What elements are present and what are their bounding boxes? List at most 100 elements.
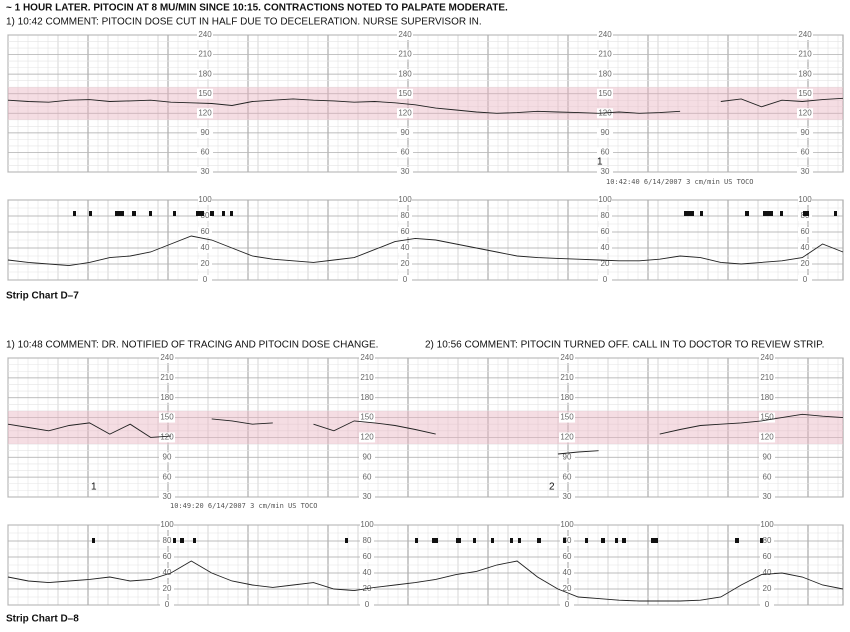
tick-label-bg: [160, 552, 174, 562]
y-tick-label: 0: [403, 275, 408, 284]
y-tick-label: 210: [198, 50, 212, 59]
tick-label-bg: [397, 69, 413, 80]
tick-label-bg: [360, 520, 374, 530]
event-mark: [196, 211, 204, 216]
y-tick-label: 240: [798, 30, 812, 39]
y-tick-label: 80: [201, 211, 210, 220]
tick-label-bg: [559, 452, 575, 463]
event-mark: [473, 538, 476, 543]
y-tick-label: 80: [363, 536, 372, 545]
y-tick-label: 100: [798, 195, 812, 204]
toco-trace: [7, 560, 844, 602]
y-tick-label: 90: [163, 452, 172, 461]
y-tick-label: 60: [763, 472, 772, 481]
event-mark: [92, 538, 95, 543]
y-tick-label: 20: [763, 584, 772, 593]
event-mark: [537, 538, 541, 543]
tick-label-bg: [359, 353, 375, 363]
tick-label-bg: [160, 536, 174, 546]
tick-label-bg: [560, 536, 574, 546]
y-tick-label: 90: [563, 452, 572, 461]
comment: 2) 10:56 COMMENT: PITOCIN TURNED OFF. CA…: [425, 340, 824, 351]
y-tick-label: 60: [401, 227, 410, 236]
tick-label-bg: [159, 492, 175, 502]
y-tick-label: 150: [760, 413, 774, 422]
y-tick-label: 60: [163, 472, 172, 481]
y-tick-label: 0: [765, 600, 770, 609]
y-tick-label: 30: [201, 167, 210, 176]
y-tick-label: 60: [801, 227, 810, 236]
tick-label-bg: [598, 211, 612, 221]
fhr-trace: [7, 413, 844, 455]
event-mark: [432, 538, 438, 543]
tick-label-bg: [597, 147, 613, 158]
event-mark: [760, 538, 763, 543]
tick-label-bg: [559, 472, 575, 483]
comment: 1) 10:42 COMMENT: PITOCIN DOSE CUT IN HA…: [6, 17, 482, 28]
tick-label-bg: [597, 167, 613, 177]
y-tick-label: 80: [401, 211, 410, 220]
y-tick-label: 100: [560, 520, 574, 529]
tick-label-bg: [360, 552, 374, 562]
y-tick-label: 40: [801, 243, 810, 252]
tick-label-bg: [159, 353, 175, 363]
tick-label-bg: [159, 392, 175, 403]
toco-trace: [7, 235, 844, 267]
tick-label-bg: [759, 372, 775, 383]
y-tick-label: 100: [160, 520, 174, 529]
event-mark: [763, 211, 773, 216]
y-tick-label: 20: [201, 259, 210, 268]
y-tick-label: 240: [198, 30, 212, 39]
tick-label-bg: [560, 600, 574, 610]
event-mark: [651, 538, 658, 543]
y-tick-label: 180: [798, 69, 812, 78]
y-tick-label: 20: [163, 584, 172, 593]
event-mark: [345, 538, 348, 543]
y-tick-label: 180: [760, 393, 774, 402]
event-mark: [615, 538, 618, 543]
y-tick-label: 150: [360, 413, 374, 422]
tick-label-bg: [560, 568, 574, 578]
tick-label-bg: [798, 243, 812, 253]
tick-label-bg: [360, 536, 374, 546]
y-tick-label: 30: [763, 492, 772, 501]
event-mark: [193, 538, 196, 543]
y-tick-label: 20: [563, 584, 572, 593]
y-tick-label: 60: [801, 148, 810, 157]
y-tick-label: 180: [198, 69, 212, 78]
y-tick-label: 90: [363, 452, 372, 461]
y-tick-label: 30: [363, 492, 372, 501]
y-tick-label: 40: [201, 243, 210, 252]
tick-label-bg: [797, 108, 813, 119]
y-tick-label: 100: [398, 195, 412, 204]
y-tick-label: 60: [563, 472, 572, 481]
normal-band: [8, 410, 843, 445]
event-mark: [173, 211, 176, 216]
y-tick-label: 40: [601, 243, 610, 252]
y-tick-label: 210: [560, 373, 574, 382]
y-tick-label: 240: [360, 353, 374, 362]
timestamp: 10:49:20 6/14/2007 3 cm/min US TOCO: [170, 502, 318, 510]
y-tick-label: 90: [763, 452, 772, 461]
tick-label-bg: [397, 88, 413, 99]
tick-label-bg: [160, 584, 174, 594]
y-tick-label: 120: [560, 433, 574, 442]
event-marker: 1: [597, 157, 603, 168]
y-tick-label: 40: [401, 243, 410, 252]
tick-label-bg: [759, 452, 775, 463]
y-tick-label: 60: [601, 227, 610, 236]
tick-label-bg: [560, 552, 574, 562]
y-tick-label: 60: [563, 552, 572, 561]
y-tick-label: 30: [563, 492, 572, 501]
y-tick-label: 240: [598, 30, 612, 39]
tick-label-bg: [159, 472, 175, 483]
event-mark: [491, 538, 494, 543]
y-tick-label: 30: [601, 167, 610, 176]
y-tick-label: 20: [401, 259, 410, 268]
tick-label-bg: [159, 432, 175, 443]
y-tick-label: 0: [165, 600, 170, 609]
event-mark: [510, 538, 513, 543]
tick-label-bg: [797, 69, 813, 80]
y-tick-label: 20: [801, 259, 810, 268]
tick-label-bg: [598, 195, 612, 205]
